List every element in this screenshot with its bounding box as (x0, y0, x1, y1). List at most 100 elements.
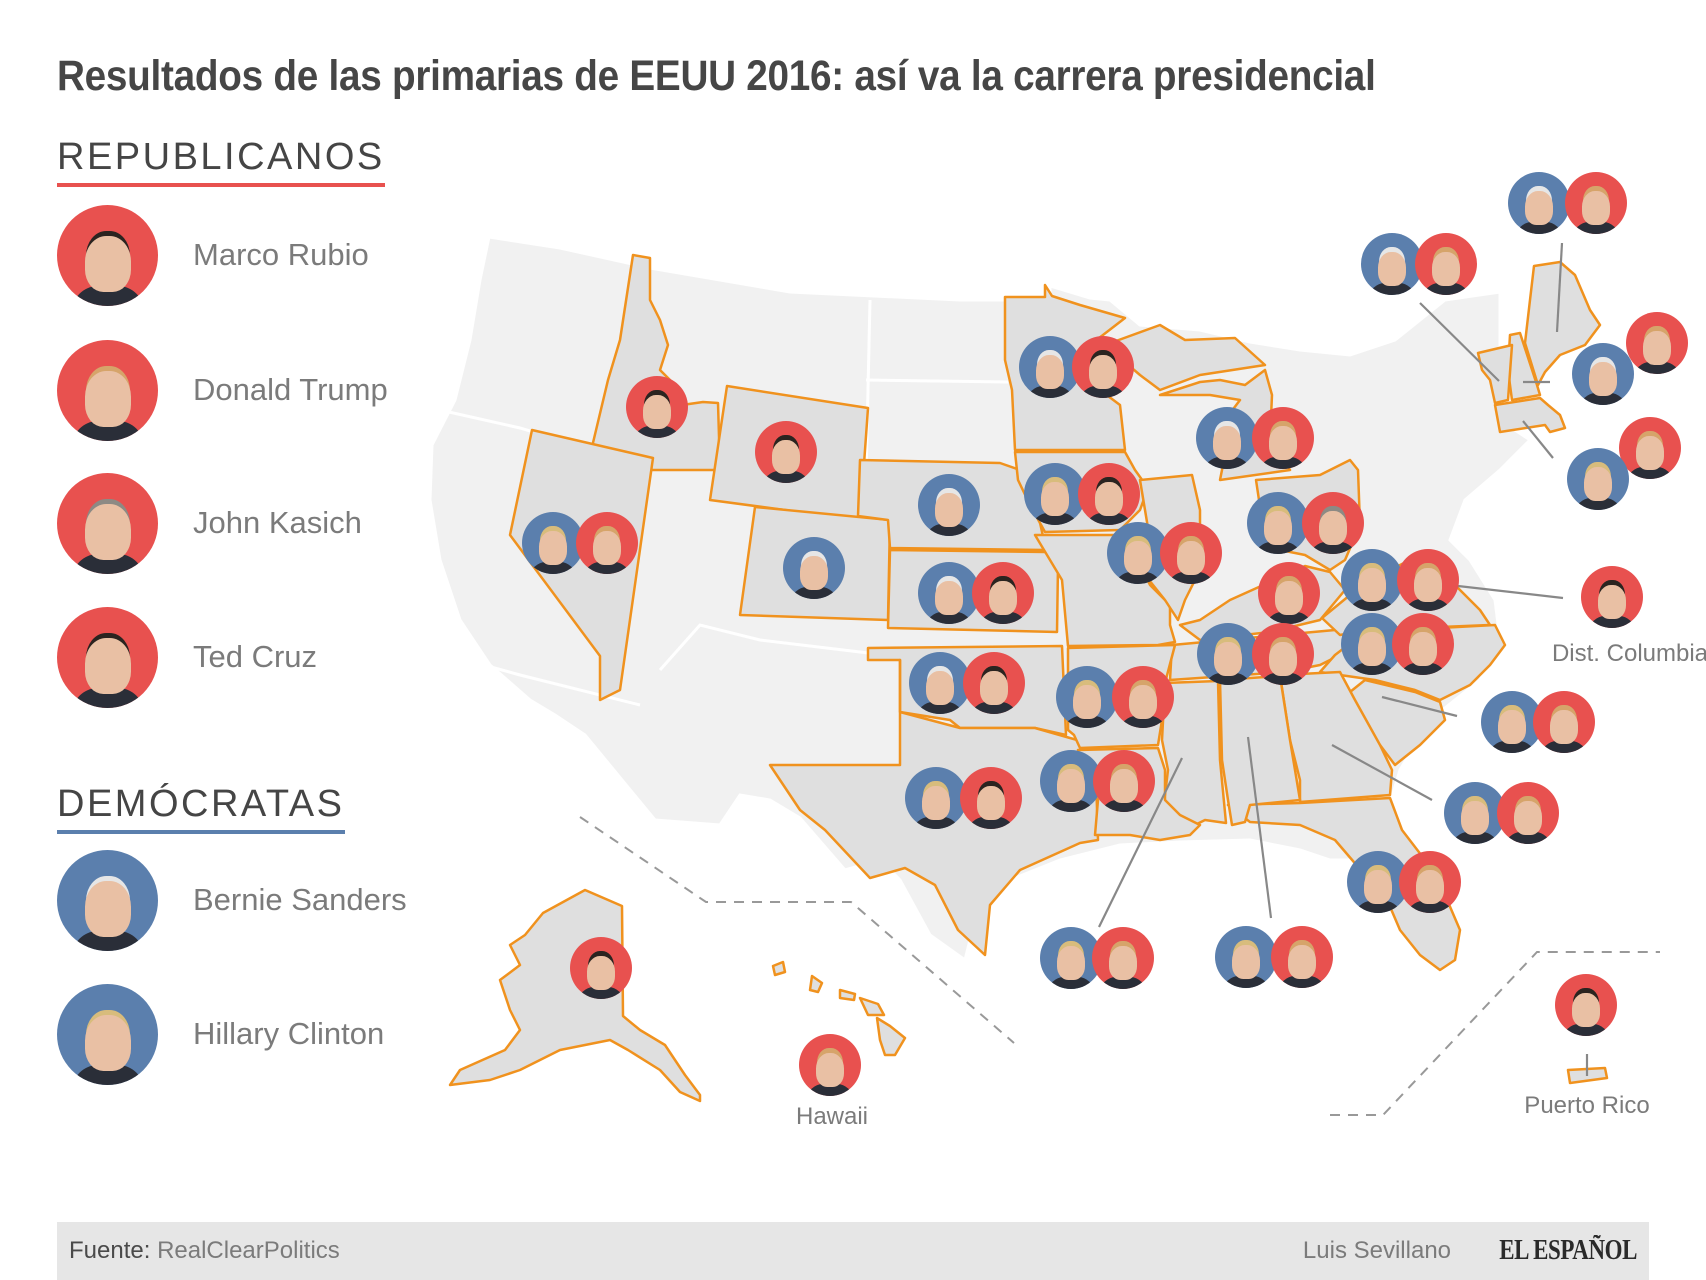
legend-label: Ted Cruz (193, 639, 318, 674)
marker-minnesota-rubio (1072, 336, 1134, 398)
legend-label: Donald Trump (193, 372, 388, 407)
legend-label: Hillary Clinton (193, 1016, 385, 1051)
marker-mississippi-trump (1092, 927, 1154, 989)
marker-alabama-clinton (1215, 926, 1277, 988)
source-label: Fuente: (69, 1237, 151, 1264)
marker-oklahoma-sanders (909, 652, 971, 714)
state-vermont (1476, 343, 1514, 405)
marker-iowa-clinton (1024, 463, 1086, 525)
marker-oklahoma-cruz (963, 652, 1025, 714)
ted-cruz-avatar (57, 606, 158, 708)
callout-line-dc (1457, 584, 1564, 600)
marker-vermont-sanders (1361, 233, 1423, 295)
marker-tennessee-trump (1252, 623, 1314, 685)
state-massachusetts (1493, 396, 1567, 434)
marker-colorado-sanders (783, 537, 845, 599)
state-hawaii-islands (771, 960, 907, 1057)
marker-kentucky-trump (1258, 562, 1320, 624)
marker-idaho-cruz (626, 376, 688, 438)
marker-iowa-cruz (1078, 463, 1140, 525)
author-credit: Luis Sevillano (1302, 1237, 1452, 1264)
legend-label: John Kasich (193, 505, 362, 540)
marker-tennessee-clinton (1197, 623, 1259, 685)
marker-michigan-sanders (1196, 407, 1258, 469)
marker-kansas-cruz (972, 562, 1034, 624)
page-title: Resultados de las primarias de EEUU 2016… (57, 52, 1376, 100)
marker-new-hampshire-sanders (1572, 343, 1634, 405)
legend-item-john-kasich: John Kasich (57, 472, 362, 574)
marker-south-carolina-clinton (1481, 691, 1543, 753)
legend-item-bernie-sanders: Bernie Sanders (57, 849, 407, 951)
marker-minnesota-sanders (1019, 336, 1081, 398)
state-alaska (448, 888, 702, 1103)
inset-separators (579, 816, 1660, 1116)
footer: Fuente: RealClearPolitics Luis Sevillano… (57, 1222, 1649, 1280)
marker-dc-rubio (1581, 566, 1643, 628)
callout-line-vermont (1419, 302, 1500, 382)
republicans-heading: REPUBLICANOS (57, 136, 385, 187)
marker-georgia-clinton (1444, 782, 1506, 844)
state-georgia (1278, 670, 1394, 804)
marker-north-carolina-trump (1392, 613, 1454, 675)
marker-louisiana-trump (1093, 750, 1155, 812)
marker-hawaii-trump (799, 1034, 861, 1096)
state-maine (1523, 260, 1602, 387)
marker-florida-trump (1399, 851, 1461, 913)
state-florida (1226, 796, 1462, 972)
marker-kansas-sanders (918, 562, 980, 624)
marker-texas-clinton (905, 767, 967, 829)
marker-virginia-trump (1397, 549, 1459, 611)
marker-nevada-clinton (522, 512, 584, 574)
puerto-rico-label: Puerto Rico (1524, 1092, 1650, 1119)
state-idaho (590, 253, 722, 472)
dc-label: Dist. Columbia (1551, 640, 1706, 667)
callout-line-south-carolina (1381, 695, 1458, 718)
marker-puerto-rico-rubio (1555, 974, 1617, 1036)
callout-lines (1098, 242, 1589, 1076)
marco-rubio-avatar (57, 204, 158, 306)
callout-line-mississippi (1098, 757, 1183, 928)
marker-arkansas-clinton (1056, 666, 1118, 728)
marker-mississippi-clinton (1040, 927, 1102, 989)
marker-nebraska-sanders (918, 474, 980, 536)
legend-label: Bernie Sanders (193, 882, 407, 917)
marker-maine-sanders (1508, 172, 1570, 234)
john-kasich-avatar (57, 472, 158, 574)
marker-virginia-clinton (1341, 549, 1403, 611)
marker-georgia-trump (1497, 782, 1559, 844)
bernie-sanders-avatar (57, 849, 158, 951)
marker-ohio-clinton (1247, 492, 1309, 554)
marker-massachusetts-trump (1619, 417, 1681, 479)
callout-line-georgia (1331, 744, 1433, 801)
marker-michigan-trump (1252, 407, 1314, 469)
source-value: RealClearPolitics (157, 1237, 340, 1264)
marker-louisiana-clinton (1040, 750, 1102, 812)
marker-missouri-trump (1160, 522, 1222, 584)
marker-arkansas-trump (1112, 666, 1174, 728)
legend-item-hillary-clinton: Hillary Clinton (57, 983, 385, 1085)
marker-alaska-cruz (570, 937, 632, 999)
callout-line-massachusetts (1522, 420, 1554, 459)
marker-alabama-trump (1271, 926, 1333, 988)
marker-massachusetts-clinton (1567, 448, 1629, 510)
marker-wyoming-cruz (755, 421, 817, 483)
marker-vermont-trump (1415, 233, 1477, 295)
marker-new-hampshire-trump (1626, 312, 1688, 374)
state-alabama (1218, 674, 1302, 827)
marker-missouri-clinton (1107, 522, 1169, 584)
callout-line-alabama (1246, 736, 1273, 919)
marker-nevada-trump (576, 512, 638, 574)
marker-maine-trump (1565, 172, 1627, 234)
marker-south-carolina-trump (1533, 691, 1595, 753)
brand-logo: EL ESPAÑOL (1499, 1235, 1637, 1266)
legend-item-ted-cruz: Ted Cruz (57, 606, 318, 708)
hawaii-label: Hawaii (795, 1103, 869, 1130)
marker-ohio-kasich (1302, 492, 1364, 554)
legend-item-marco-rubio: Marco Rubio (57, 204, 369, 306)
marker-florida-clinton (1347, 851, 1409, 913)
democrats-heading: DEMÓCRATAS (57, 783, 345, 834)
callout-line-maine (1555, 242, 1564, 333)
hillary-clinton-avatar (57, 983, 158, 1085)
source-credit: Fuente: RealClearPolitics (69, 1237, 340, 1265)
credits: Luis Sevillano EL ESPAÑOL (1303, 1235, 1637, 1267)
